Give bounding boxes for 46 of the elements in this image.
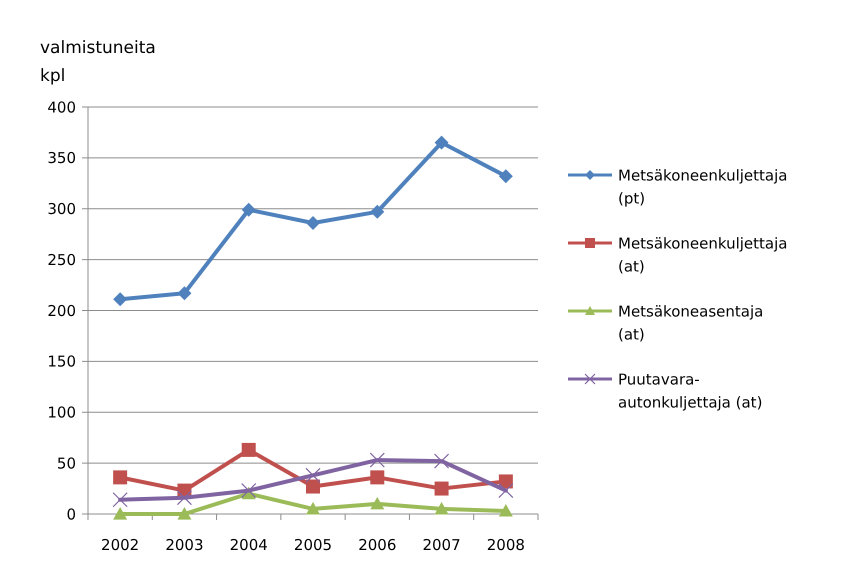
point xyxy=(113,470,128,484)
y-tick-label: 200 xyxy=(47,302,76,320)
legend-label: Metsäkoneenkuljettaja (at) xyxy=(618,234,788,276)
point xyxy=(434,502,449,515)
point xyxy=(370,470,384,484)
point xyxy=(306,216,320,230)
point xyxy=(177,507,192,520)
point xyxy=(112,492,128,508)
x-tick-label: 2008 xyxy=(486,536,525,554)
point xyxy=(434,482,449,496)
point xyxy=(370,452,385,468)
legend-label: Metsäkoneasentaja (at) xyxy=(618,302,764,344)
point xyxy=(370,496,384,510)
point xyxy=(306,480,320,494)
y-tick-label: 50 xyxy=(56,454,76,472)
point xyxy=(434,136,449,150)
legend-label: Puutavara-autonkuljettaja (at) xyxy=(618,370,762,412)
x-tick-label: 2006 xyxy=(358,536,396,554)
point xyxy=(305,468,321,483)
y-tick-label: 0 xyxy=(66,505,76,524)
point xyxy=(306,502,320,515)
point xyxy=(242,202,256,217)
point xyxy=(241,483,256,498)
y-tick-label: 150 xyxy=(47,352,76,371)
legend-label: Metsäkoneenkuljettaja (pt) xyxy=(618,166,788,208)
y-tick-label: 300 xyxy=(47,200,76,218)
y-tick-label: 250 xyxy=(47,250,76,269)
point xyxy=(176,490,192,506)
x-tick-label: 2002 xyxy=(101,536,140,554)
y-tick-label: 350 xyxy=(47,149,76,168)
point xyxy=(177,286,192,300)
point xyxy=(498,483,514,498)
x-tick-label: 2005 xyxy=(294,536,332,554)
x-tick-label: 2003 xyxy=(165,536,204,554)
x-tick-label: 2007 xyxy=(422,536,461,554)
point xyxy=(498,504,513,517)
x-tick-label: 2004 xyxy=(230,536,268,554)
point xyxy=(498,169,513,184)
point xyxy=(434,453,450,469)
point xyxy=(242,442,256,457)
y-axis-title: valmistuneita kpl xyxy=(40,38,156,86)
y-tick-label: 400 xyxy=(47,98,76,116)
point xyxy=(113,292,128,306)
point xyxy=(113,507,128,520)
y-tick-label: 100 xyxy=(47,404,76,422)
point xyxy=(370,204,384,219)
